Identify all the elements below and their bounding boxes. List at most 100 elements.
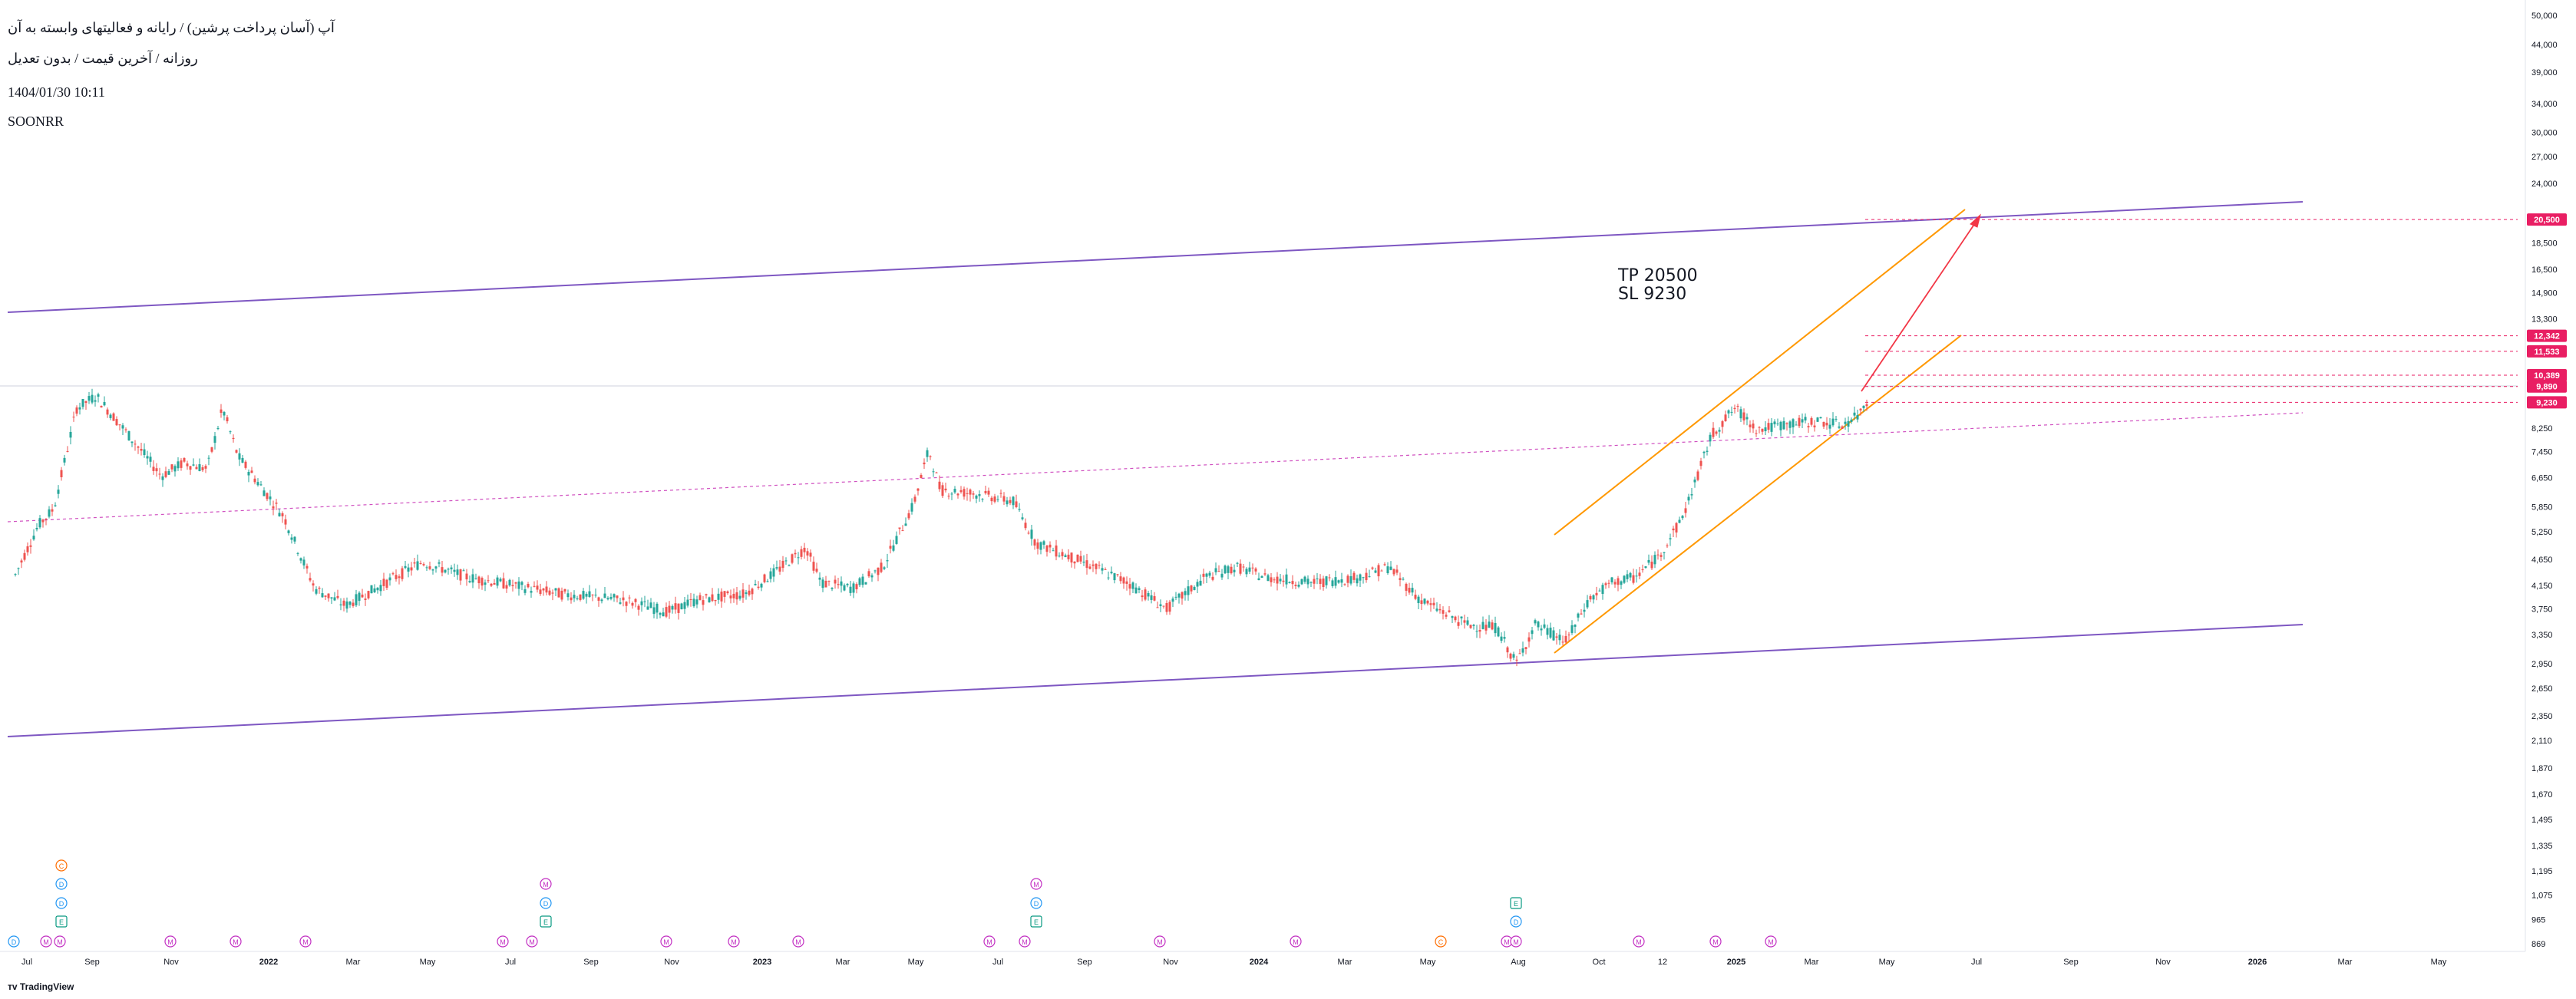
candle-body[interactable]: [652, 607, 656, 615]
candle-body[interactable]: [149, 457, 152, 462]
candle-body[interactable]: [1205, 573, 1208, 577]
event-marker[interactable]: [1633, 935, 1645, 948]
candle-body[interactable]: [898, 527, 901, 529]
candle-body[interactable]: [1177, 593, 1181, 598]
candle-body[interactable]: [189, 466, 192, 470]
candle-body[interactable]: [170, 464, 173, 470]
candle-body[interactable]: [557, 588, 560, 598]
candle-body[interactable]: [677, 603, 680, 613]
candle-body[interactable]: [570, 597, 573, 601]
candle-body[interactable]: [1488, 621, 1491, 628]
candle-body[interactable]: [916, 488, 920, 491]
candle-body[interactable]: [164, 471, 167, 477]
candle-body[interactable]: [757, 586, 760, 589]
candle-body[interactable]: [1230, 566, 1233, 574]
candle-body[interactable]: [244, 461, 247, 468]
event-marker[interactable]: [1435, 935, 1447, 948]
candle-body[interactable]: [858, 578, 861, 585]
candle-body[interactable]: [1399, 578, 1402, 581]
candle-body[interactable]: [536, 585, 539, 590]
candle-body[interactable]: [1592, 595, 1595, 600]
candle-body[interactable]: [57, 490, 60, 494]
candle-body[interactable]: [17, 568, 20, 569]
candle-body[interactable]: [127, 430, 130, 441]
candle-body[interactable]: [1214, 568, 1217, 572]
candle-body[interactable]: [391, 573, 395, 575]
candle-body[interactable]: [1049, 544, 1052, 548]
candle-body[interactable]: [1052, 550, 1055, 552]
candle-body[interactable]: [720, 592, 723, 602]
candle-body[interactable]: [1831, 418, 1835, 426]
candle-body[interactable]: [1715, 431, 1718, 434]
candle-body[interactable]: [63, 457, 66, 463]
candle-body[interactable]: [874, 570, 877, 572]
candle-body[interactable]: [118, 424, 121, 426]
candle-body[interactable]: [1792, 419, 1795, 427]
candle-body[interactable]: [815, 569, 818, 572]
candle-body[interactable]: [91, 394, 94, 403]
candle-body[interactable]: [462, 570, 465, 572]
candle-body[interactable]: [834, 579, 837, 584]
candle-body[interactable]: [1257, 578, 1260, 581]
candle-body[interactable]: [1742, 412, 1745, 420]
candle-body[interactable]: [1270, 577, 1273, 582]
candle-body[interactable]: [1131, 582, 1134, 589]
candle-body[interactable]: [1660, 555, 1663, 557]
candle-body[interactable]: [1859, 408, 1862, 410]
candle-body[interactable]: [1128, 584, 1131, 589]
candle-body[interactable]: [1027, 532, 1030, 534]
candle-body[interactable]: [1202, 573, 1205, 577]
candle-body[interactable]: [920, 475, 923, 479]
candle-body[interactable]: [1712, 427, 1715, 437]
channel-mid-line[interactable]: [7, 412, 2304, 523]
candle-body[interactable]: [711, 594, 714, 602]
candle-body[interactable]: [299, 558, 302, 561]
candle-body[interactable]: [140, 449, 143, 451]
candle-body[interactable]: [1481, 621, 1485, 629]
candle-body[interactable]: [1414, 595, 1417, 599]
candle-body[interactable]: [554, 588, 557, 591]
candle-body[interactable]: [1141, 595, 1144, 598]
candle-body[interactable]: [993, 496, 996, 502]
candle-body[interactable]: [588, 591, 591, 597]
candle-body[interactable]: [566, 593, 570, 598]
candle-body[interactable]: [1724, 414, 1727, 421]
candle-body[interactable]: [78, 407, 81, 410]
candle-body[interactable]: [1472, 625, 1475, 626]
candle-body[interactable]: [1733, 407, 1736, 410]
candle-body[interactable]: [975, 495, 978, 499]
candle-body[interactable]: [1352, 572, 1356, 580]
candle-body[interactable]: [1503, 637, 1506, 639]
candle-body[interactable]: [723, 591, 726, 597]
candle-body[interactable]: [1445, 615, 1448, 617]
candle-body[interactable]: [1125, 581, 1128, 584]
candle-body[interactable]: [416, 561, 419, 570]
candle-body[interactable]: [112, 413, 115, 421]
candle-body[interactable]: [100, 406, 103, 408]
candle-body[interactable]: [1549, 628, 1552, 638]
candle-body[interactable]: [1055, 545, 1058, 557]
candle-body[interactable]: [1306, 579, 1309, 585]
candle-body[interactable]: [152, 467, 155, 471]
candle-body[interactable]: [1509, 653, 1512, 659]
candle-body[interactable]: [1006, 500, 1009, 505]
candle-body[interactable]: [1337, 580, 1340, 583]
candle-body[interactable]: [680, 603, 683, 610]
candle-body[interactable]: [797, 557, 800, 559]
candle-body[interactable]: [1236, 562, 1239, 564]
candle-body[interactable]: [1045, 546, 1049, 552]
candle-body[interactable]: [1570, 625, 1574, 633]
candle-body[interactable]: [1402, 579, 1405, 580]
candle-body[interactable]: [1862, 405, 1865, 408]
candle-body[interactable]: [1601, 585, 1604, 595]
candle-body[interactable]: [1669, 538, 1672, 539]
candle-body[interactable]: [1380, 570, 1383, 572]
candle-body[interactable]: [585, 593, 588, 597]
candle-body[interactable]: [1865, 404, 1868, 407]
candle-body[interactable]: [1825, 422, 1828, 426]
event-marker[interactable]: [55, 878, 68, 890]
candle-body[interactable]: [51, 509, 54, 512]
candle-body[interactable]: [1134, 587, 1138, 594]
event-marker[interactable]: [299, 935, 312, 948]
